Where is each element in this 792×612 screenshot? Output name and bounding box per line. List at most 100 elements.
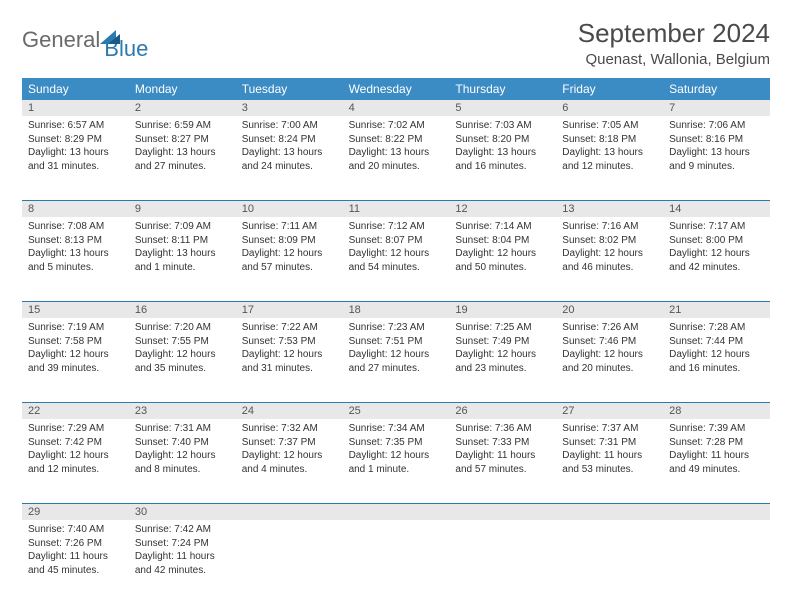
day-cell: Sunrise: 6:57 AMSunset: 8:29 PMDaylight:…: [22, 116, 129, 200]
day-number: 18: [343, 302, 450, 318]
day-info: Sunrise: 7:25 AMSunset: 7:49 PMDaylight:…: [455, 321, 550, 375]
day-cell: Sunrise: 7:20 AMSunset: 7:55 PMDaylight:…: [129, 318, 236, 402]
day-number: [449, 504, 556, 520]
week-cells: Sunrise: 6:57 AMSunset: 8:29 PM Daylight:…: [22, 116, 770, 200]
day-number: 12: [449, 201, 556, 217]
daylight-text: Daylight: 12 hours and 27 minutes.: [349, 348, 444, 375]
sunrise-text: Sunrise: 7:42 AM: [135, 523, 230, 537]
day-number: 5: [449, 100, 556, 116]
sunset-text: Sunset: 8:29 PM: [28, 133, 123, 147]
sunset-text: Sunset: 8:02 PM: [562, 234, 657, 248]
sunset-text: Sunset: 7:40 PM: [135, 436, 230, 450]
day-cell: Sunrise: 7:28 AMSunset: 7:44 PMDaylight:…: [663, 318, 770, 402]
sunrise-text: Sunrise: 7:02 AM: [349, 119, 444, 133]
day-info: Sunrise: 7:29 AMSunset: 7:42 PMDaylight:…: [28, 422, 123, 476]
day-cell: Sunrise: 7:06 AMSunset: 8:16 PMDaylight:…: [663, 116, 770, 200]
sunrise-text: Sunrise: 7:08 AM: [28, 220, 123, 234]
daylight-text: Daylight: 12 hours and 23 minutes.: [455, 348, 550, 375]
sunrise-text: Sunrise: 6:57 AM: [28, 119, 123, 133]
day-cell: [449, 520, 556, 604]
sunrise-text: Sunrise: 7:14 AM: [455, 220, 550, 234]
day-header-monday: Monday: [129, 78, 236, 100]
sunset-text: Sunset: 8:16 PM: [669, 133, 764, 147]
day-cell: Sunrise: 7:02 AMSunset: 8:22 PMDaylight:…: [343, 116, 450, 200]
day-info: Sunrise: 7:19 AMSunset: 7:58 PMDaylight:…: [28, 321, 123, 375]
sunset-text: Sunset: 8:09 PM: [242, 234, 337, 248]
day-number: 17: [236, 302, 343, 318]
day-number: 30: [129, 504, 236, 520]
day-number: [343, 504, 450, 520]
day-number: 29: [22, 504, 129, 520]
day-cell: Sunrise: 7:17 AMSunset: 8:00 PMDaylight:…: [663, 217, 770, 301]
day-info: Sunrise: 7:20 AMSunset: 7:55 PMDaylight:…: [135, 321, 230, 375]
sunset-text: Sunset: 7:46 PM: [562, 335, 657, 349]
daylight-text: Daylight: 12 hours and 1 minute.: [349, 449, 444, 476]
day-cell: Sunrise: 7:32 AMSunset: 7:37 PMDaylight:…: [236, 419, 343, 503]
day-number: 6: [556, 100, 663, 116]
day-info: Sunrise: 7:05 AMSunset: 8:18 PMDaylight:…: [562, 119, 657, 173]
day-info: Sunrise: 7:22 AMSunset: 7:53 PMDaylight:…: [242, 321, 337, 375]
daylight-text: Daylight: 12 hours and 8 minutes.: [135, 449, 230, 476]
day-info: Sunrise: 7:23 AMSunset: 7:51 PMDaylight:…: [349, 321, 444, 375]
daylight-text: Daylight: 13 hours and 12 minutes.: [562, 146, 657, 173]
location: Quenast, Wallonia, Belgium: [578, 51, 770, 68]
day-number: 16: [129, 302, 236, 318]
day-number-row: 2930: [22, 504, 770, 520]
day-number: [663, 504, 770, 520]
sunrise-text: Sunrise: 7:05 AM: [562, 119, 657, 133]
day-cell: Sunrise: 7:40 AMSunset: 7:26 PMDaylight:…: [22, 520, 129, 604]
daylight-text: Daylight: 11 hours and 53 minutes.: [562, 449, 657, 476]
day-info: Sunrise: 6:59 AMSunset: 8:27 PMDaylight:…: [135, 119, 230, 173]
daylight-text: Daylight: 13 hours and 27 minutes.: [135, 146, 230, 173]
logo-text-general: General: [22, 27, 100, 53]
daylight-text: Daylight: 12 hours and 4 minutes.: [242, 449, 337, 476]
day-info: Sunrise: 7:39 AMSunset: 7:28 PMDaylight:…: [669, 422, 764, 476]
sunset-text: Sunset: 8:27 PM: [135, 133, 230, 147]
sunset-text: Sunset: 7:42 PM: [28, 436, 123, 450]
daylight-text: Daylight: 13 hours and 5 minutes.: [28, 247, 123, 274]
day-number: 3: [236, 100, 343, 116]
sunset-text: Sunset: 7:37 PM: [242, 436, 337, 450]
sunset-text: Sunset: 7:53 PM: [242, 335, 337, 349]
day-cell: Sunrise: 7:31 AMSunset: 7:40 PMDaylight:…: [129, 419, 236, 503]
day-info: Sunrise: 7:14 AMSunset: 8:04 PMDaylight:…: [455, 220, 550, 274]
day-cell: Sunrise: 7:37 AMSunset: 7:31 PMDaylight:…: [556, 419, 663, 503]
sunrise-text: Sunrise: 7:28 AM: [669, 321, 764, 335]
week-cells: Sunrise: 7:08 AMSunset: 8:13 PMDaylight:…: [22, 217, 770, 301]
day-number: 15: [22, 302, 129, 318]
day-number: 22: [22, 403, 129, 419]
day-header-thursday: Thursday: [449, 78, 556, 100]
sunrise-text: Sunrise: 7:25 AM: [455, 321, 550, 335]
sunrise-text: Sunrise: 7:23 AM: [349, 321, 444, 335]
sunrise-text: Sunrise: 7:31 AM: [135, 422, 230, 436]
day-info: Sunrise: 7:26 AMSunset: 7:46 PMDaylight:…: [562, 321, 657, 375]
day-info: Sunrise: 7:36 AMSunset: 7:33 PMDaylight:…: [455, 422, 550, 476]
daylight-text: Daylight: 12 hours and 20 minutes.: [562, 348, 657, 375]
daylight-text: Daylight: 13 hours and 24 minutes.: [242, 146, 337, 173]
day-cell: Sunrise: 7:39 AMSunset: 7:28 PMDaylight:…: [663, 419, 770, 503]
weeks-container: 1234567Sunrise: 6:57 AMSunset: 8:29 PMDa…: [22, 100, 770, 604]
day-info: Sunrise: 7:02 AMSunset: 8:22 PMDaylight:…: [349, 119, 444, 173]
week-row: 15161718192021Sunrise: 7:19 AMSunset: 7:…: [22, 302, 770, 403]
sunrise-text: Sunrise: 7:12 AM: [349, 220, 444, 234]
daylight-text: Daylight: 12 hours and 54 minutes.: [349, 247, 444, 274]
sunrise-text: Sunrise: 7:40 AM: [28, 523, 123, 537]
daylight-text: Daylight: 12 hours and 12 minutes.: [28, 449, 123, 476]
day-cell: Sunrise: 7:00 AMSunset: 8:24 PMDaylight:…: [236, 116, 343, 200]
sunset-text: Sunset: 7:55 PM: [135, 335, 230, 349]
day-header-wednesday: Wednesday: [343, 78, 450, 100]
day-number: 4: [343, 100, 450, 116]
day-number: [556, 504, 663, 520]
day-cell: Sunrise: 7:09 AMSunset: 8:11 PMDaylight:…: [129, 217, 236, 301]
day-cell: Sunrise: 7:14 AMSunset: 8:04 PMDaylight:…: [449, 217, 556, 301]
sunrise-text: Sunrise: 7:19 AM: [28, 321, 123, 335]
day-number: 19: [449, 302, 556, 318]
day-cell: Sunrise: 7:03 AMSunset: 8:20 PMDaylight:…: [449, 116, 556, 200]
day-cell: Sunrise: 7:36 AMSunset: 7:33 PMDaylight:…: [449, 419, 556, 503]
day-number: 21: [663, 302, 770, 318]
sunrise-text: Sunrise: 7:36 AM: [455, 422, 550, 436]
day-cell: [556, 520, 663, 604]
logo: General Blue: [22, 18, 148, 62]
day-info: Sunrise: 7:31 AMSunset: 7:40 PMDaylight:…: [135, 422, 230, 476]
daylight-text: Daylight: 11 hours and 42 minutes.: [135, 550, 230, 577]
